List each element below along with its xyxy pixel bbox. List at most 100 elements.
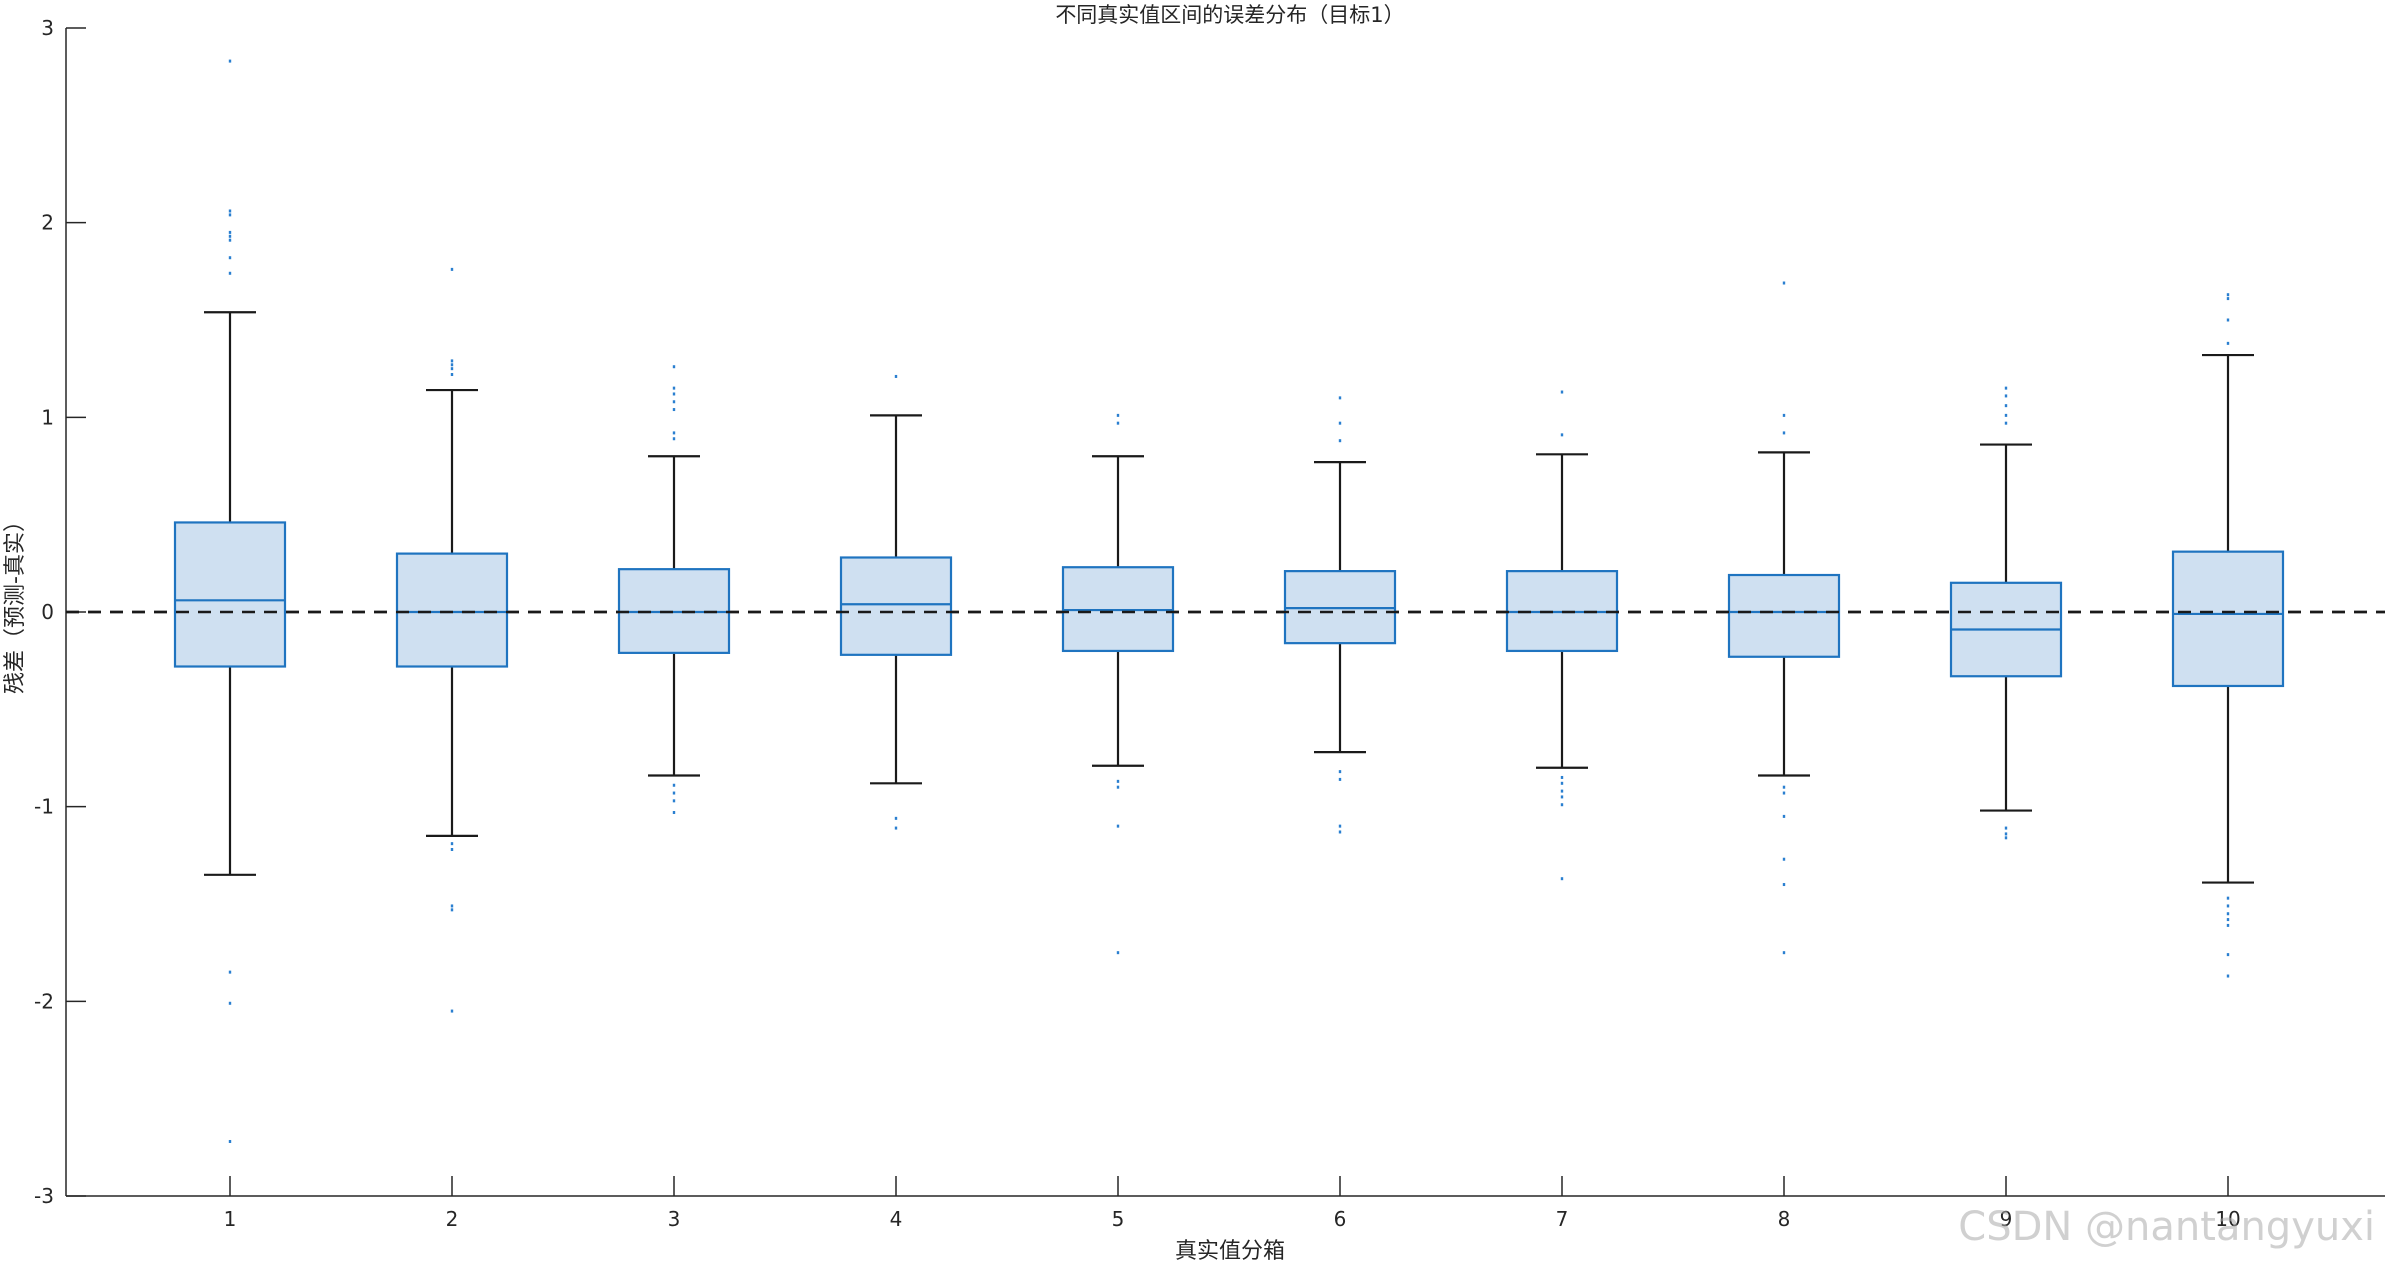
outlier-point (1782, 951, 1786, 955)
outlier-point (1560, 803, 1564, 807)
outlier-point (1782, 281, 1786, 285)
box-group-10 (2171, 293, 2285, 978)
iqr-box (839, 556, 953, 656)
outlier-point (1560, 390, 1564, 394)
outlier-point (228, 238, 232, 242)
outlier-point (450, 842, 454, 846)
outlier-point (2004, 421, 2008, 425)
outlier-point (450, 904, 454, 908)
x-tick-label: 6 (1334, 1207, 1347, 1231)
outlier-point (1338, 770, 1342, 774)
outlier-point (228, 1001, 232, 1005)
outlier-point (228, 234, 232, 238)
outlier-point (2226, 896, 2230, 900)
x-tick-label: 1 (224, 1207, 237, 1231)
outlier-point (450, 367, 454, 371)
outlier-point (894, 826, 898, 830)
outlier-point (1560, 781, 1564, 785)
outlier-point (672, 408, 676, 412)
outlier-point (450, 373, 454, 377)
iqr-box (2171, 550, 2285, 688)
outlier-point (2226, 293, 2230, 297)
y-axis-label: 残差（预测-真实） (3, 510, 28, 694)
y-tick-label: 2 (41, 211, 54, 235)
outlier-point (1782, 791, 1786, 795)
outlier-point (1338, 439, 1342, 443)
outlier-point (2226, 923, 2230, 927)
outlier-point (672, 386, 676, 390)
y-tick-label: 1 (41, 405, 54, 429)
outlier-point (2004, 826, 2008, 830)
chart-title: 不同真实值区间的误差分布（目标1） (1055, 3, 1404, 27)
x-tick-label: 2 (446, 1207, 459, 1231)
box-group-3 (617, 365, 731, 815)
outlier-point (1338, 777, 1342, 781)
box-group-1 (173, 59, 287, 1143)
outlier-point (2226, 953, 2230, 957)
outlier-point (450, 847, 454, 851)
box-group-8 (1727, 281, 1841, 955)
x-tick-label: 10 (2215, 1207, 2240, 1231)
x-tick-label: 7 (1556, 1207, 1569, 1231)
outlier-point (2004, 836, 2008, 840)
box-group-2 (395, 267, 509, 1013)
outlier-point (2226, 974, 2230, 978)
outlier-point (228, 970, 232, 974)
outlier-point (672, 799, 676, 803)
box-series (66, 59, 2385, 1143)
outlier-point (1782, 883, 1786, 887)
outlier-point (1338, 421, 1342, 425)
outlier-point (228, 209, 232, 213)
outlier-point (2226, 912, 2230, 916)
y-tick-label: -3 (34, 1184, 54, 1208)
outlier-point (1782, 785, 1786, 789)
watermark: CSDN @nantangyuxi (1958, 1204, 2375, 1250)
outlier-point (672, 365, 676, 369)
x-tick-label: 5 (1112, 1207, 1125, 1231)
outlier-point (1782, 431, 1786, 435)
outlier-point (2226, 297, 2230, 301)
outlier-point (1116, 951, 1120, 955)
y-tick-label: 0 (41, 600, 54, 624)
outlier-point (1116, 824, 1120, 828)
outlier-point (1782, 814, 1786, 818)
outlier-point (450, 363, 454, 367)
outlier-point (1116, 779, 1120, 783)
outlier-point (2004, 386, 2008, 390)
y-tick-label: 3 (41, 16, 54, 40)
y-tick-label: -2 (34, 989, 54, 1013)
outlier-point (1782, 857, 1786, 861)
outlier-point (672, 392, 676, 396)
outlier-point (1338, 830, 1342, 834)
outlier-point (1116, 421, 1120, 425)
outlier-point (1560, 775, 1564, 779)
outlier-point (1338, 396, 1342, 400)
outlier-point (1560, 789, 1564, 793)
outlier-point (672, 811, 676, 815)
outlier-point (228, 230, 232, 234)
x-tick-label: 9 (2000, 1207, 2013, 1231)
box-group-7 (1505, 390, 1619, 881)
outlier-point (228, 271, 232, 275)
box-group-5 (1061, 413, 1175, 955)
outlier-point (450, 267, 454, 271)
outlier-point (672, 437, 676, 441)
outlier-point (672, 431, 676, 435)
outlier-point (894, 374, 898, 378)
outlier-point (450, 908, 454, 912)
x-tick-label: 4 (890, 1207, 903, 1231)
outlier-point (2226, 318, 2230, 322)
outlier-point (2004, 413, 2008, 417)
outlier-point (228, 1139, 232, 1143)
outlier-point (1560, 877, 1564, 881)
outlier-point (1116, 413, 1120, 417)
outlier-point (2004, 404, 2008, 408)
box-group-6 (1283, 396, 1397, 834)
outlier-point (1116, 785, 1120, 789)
outlier-point (2226, 904, 2230, 908)
outlier-point (1782, 413, 1786, 417)
outlier-point (2004, 394, 2008, 398)
x-axis-label: 真实值分箱 (1175, 1239, 1285, 1263)
